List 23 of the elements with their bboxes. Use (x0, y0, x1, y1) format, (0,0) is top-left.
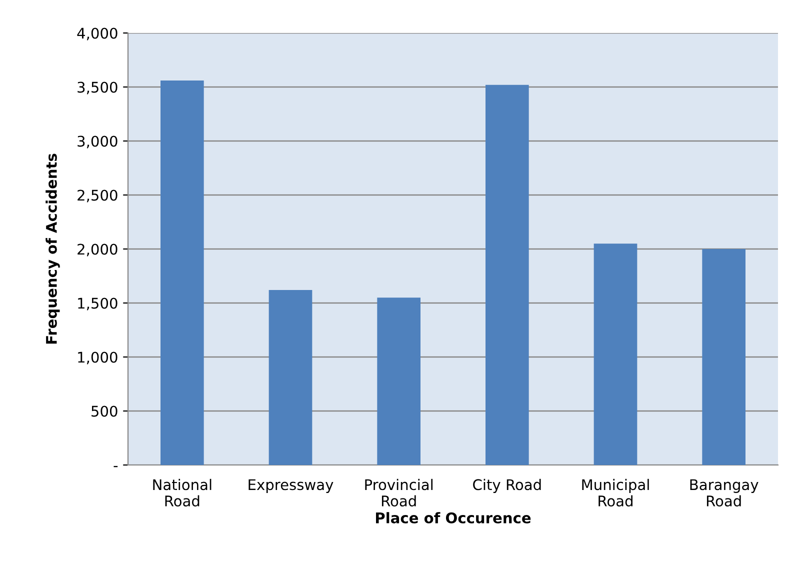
x-tick-label: Barangay Road (690, 479, 758, 507)
bar (160, 80, 204, 465)
y-axis-title: Frequency of Accidents (46, 154, 60, 344)
bar (702, 249, 746, 465)
y-tick-label: 500 (92, 406, 118, 417)
y-tick-label: - (114, 466, 118, 468)
bar (377, 298, 420, 465)
y-tick-label: 1,500 (78, 298, 118, 310)
y-tick-label: 3,000 (78, 136, 118, 148)
bar (268, 290, 312, 465)
y-tick-label: 1,000 (78, 352, 118, 364)
y-tick-label: 2,000 (78, 244, 118, 256)
y-tick-label: 4,000 (77, 28, 118, 40)
x-tick-label: Provincial Road (365, 478, 433, 507)
x-axis-title: Place of Occurence (376, 512, 531, 524)
x-tick-label: City Road (473, 478, 541, 494)
y-tick-label: 3,500 (78, 82, 118, 94)
x-tick-label: Municipal Road (582, 478, 649, 507)
x-tick-label: Expressway (248, 479, 334, 494)
x-tick-label: National Road (153, 478, 212, 507)
bar (594, 244, 638, 465)
bar (486, 84, 529, 465)
y-tick-label: 2,500 (78, 190, 118, 202)
